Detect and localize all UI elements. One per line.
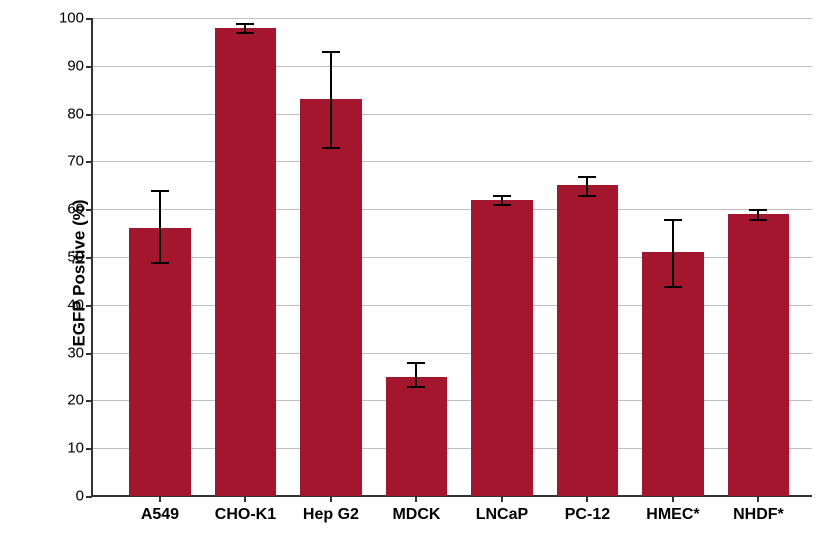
error-cap-bottom bbox=[578, 195, 596, 197]
bar-chart: EGFP Positive (%) 0102030405060708090100… bbox=[0, 0, 828, 546]
y-tick-label: 100 bbox=[59, 10, 92, 27]
y-tick-label: 50 bbox=[67, 249, 92, 266]
y-tick-label: 60 bbox=[67, 201, 92, 218]
error-cap-bottom bbox=[236, 32, 254, 34]
bar bbox=[557, 185, 619, 496]
x-tick bbox=[501, 496, 503, 502]
x-tick bbox=[159, 496, 161, 502]
x-tick bbox=[672, 496, 674, 502]
bar bbox=[300, 99, 362, 496]
y-tick-label: 20 bbox=[67, 392, 92, 409]
error-cap-top bbox=[322, 51, 340, 53]
y-tick-label: 10 bbox=[67, 440, 92, 457]
y-axis-title: EGFP Positive (%) bbox=[70, 199, 90, 346]
x-axis-label: Hep G2 bbox=[303, 506, 359, 524]
error-cap-top bbox=[664, 219, 682, 221]
error-bar bbox=[159, 190, 161, 262]
error-cap-bottom bbox=[749, 219, 767, 221]
x-axis-label: MDCK bbox=[392, 506, 440, 524]
error-cap-bottom bbox=[493, 204, 511, 206]
error-cap-top bbox=[407, 362, 425, 364]
x-tick bbox=[415, 496, 417, 502]
y-tick-label: 70 bbox=[67, 153, 92, 170]
x-tick bbox=[757, 496, 759, 502]
bar bbox=[386, 377, 448, 497]
error-cap-bottom bbox=[151, 262, 169, 264]
x-axis-label: CHO-K1 bbox=[215, 506, 276, 524]
y-tick-label: 80 bbox=[67, 105, 92, 122]
error-cap-top bbox=[151, 190, 169, 192]
x-tick bbox=[330, 496, 332, 502]
y-tick-label: 40 bbox=[67, 296, 92, 313]
error-bar bbox=[415, 362, 417, 386]
error-cap-bottom bbox=[664, 286, 682, 288]
error-bar bbox=[672, 219, 674, 286]
error-cap-top bbox=[236, 23, 254, 25]
x-tick bbox=[244, 496, 246, 502]
y-tick-label: 0 bbox=[76, 488, 92, 505]
bar bbox=[215, 28, 277, 496]
y-tick-label: 90 bbox=[67, 57, 92, 74]
error-bar bbox=[330, 51, 332, 147]
x-tick bbox=[586, 496, 588, 502]
bars-layer bbox=[92, 18, 812, 496]
plot-area: 0102030405060708090100 bbox=[92, 18, 812, 496]
bar bbox=[129, 228, 191, 496]
y-tick-label: 30 bbox=[67, 344, 92, 361]
x-axis-label: PC-12 bbox=[565, 506, 610, 524]
bar bbox=[642, 252, 704, 496]
x-axis-label: HMEC* bbox=[646, 506, 699, 524]
error-cap-top bbox=[749, 209, 767, 211]
error-cap-bottom bbox=[407, 386, 425, 388]
x-axis-label: A549 bbox=[141, 506, 179, 524]
error-bar bbox=[586, 176, 588, 195]
x-axis-labels: A549 CHO-K1 Hep G2 MDCK LNCaP PC-12 HMEC* NHDF* bbox=[92, 506, 812, 536]
error-cap-bottom bbox=[322, 147, 340, 149]
error-cap-top bbox=[578, 176, 596, 178]
x-axis-label: LNCaP bbox=[476, 506, 528, 524]
bar bbox=[728, 214, 790, 496]
bar bbox=[471, 200, 533, 496]
x-axis-label: NHDF* bbox=[733, 506, 784, 524]
error-cap-top bbox=[493, 195, 511, 197]
